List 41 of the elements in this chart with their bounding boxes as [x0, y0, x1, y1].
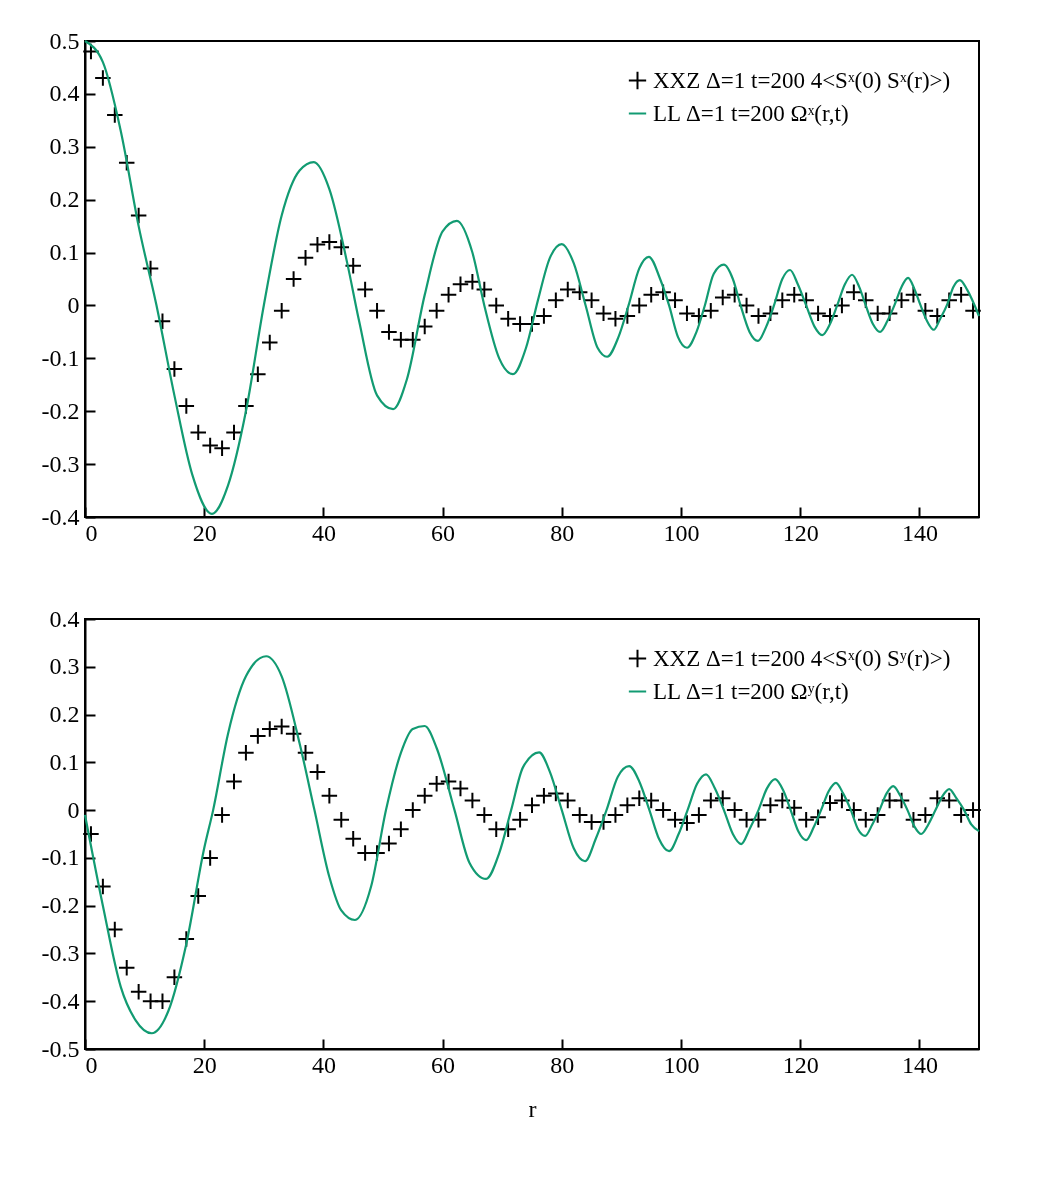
y-tick-label: 0.1 [49, 239, 80, 266]
y-tick-label: 0.2 [49, 186, 80, 213]
x-tick-label: 0 [85, 1051, 98, 1078]
legend-label: LL Δ=1 t=200 Ωˣ(r,t) [653, 100, 849, 126]
x-tick-label: 100 [663, 519, 700, 546]
legend-label: XXZ Δ=1 t=200 4<Sˣ(0) Sˣ(r)>) [653, 67, 951, 93]
x-tick-label: 80 [550, 519, 575, 546]
y-tick-label: -0.1 [41, 844, 80, 871]
y-tick-label: 0.3 [49, 133, 80, 160]
x-axis-title: r [528, 1095, 537, 1122]
x-tick-label: 40 [311, 1051, 336, 1078]
y-tick-label: -0.1 [41, 344, 80, 371]
legend-label: LL Δ=1 t=200 Ωʸ(r,t) [653, 678, 849, 704]
y-tick-label: -0.3 [41, 939, 80, 966]
x-tick-label: 140 [901, 1051, 938, 1078]
y-tick-label: -0.5 [41, 1035, 80, 1062]
x-tick-label: 20 [192, 519, 217, 546]
x-tick-label: 120 [782, 1051, 819, 1078]
x-tick-label: 60 [431, 1051, 456, 1078]
y-tick-label: -0.4 [41, 503, 80, 530]
y-tick-label: -0.2 [41, 892, 80, 919]
y-tick-label: 0.1 [49, 748, 80, 775]
y-tick-label: 0.5 [49, 27, 80, 54]
x-tick-label: 20 [192, 1051, 217, 1078]
y-tick-label: -0.2 [41, 397, 80, 424]
x-tick-label: 120 [782, 519, 819, 546]
y-tick-label: 0.3 [49, 653, 80, 680]
legend-label: XXZ Δ=1 t=200 4<Sˣ(0) Sʸ(r)>) [653, 645, 951, 671]
y-tick-label: 0 [67, 796, 80, 823]
x-tick-label: 80 [550, 1051, 575, 1078]
x-tick-label: 60 [431, 519, 456, 546]
y-tick-label: 0.4 [49, 80, 80, 107]
x-tick-label: 0 [85, 519, 98, 546]
x-tick-label: 100 [663, 1051, 700, 1078]
x-tick-label: 140 [901, 519, 938, 546]
y-tick-label: 0.2 [49, 701, 80, 728]
y-tick-label: -0.4 [41, 987, 80, 1014]
y-tick-label: 0.4 [49, 605, 80, 632]
y-tick-label: 0 [67, 291, 80, 318]
y-tick-label: -0.3 [41, 450, 80, 477]
x-tick-label: 40 [311, 519, 336, 546]
